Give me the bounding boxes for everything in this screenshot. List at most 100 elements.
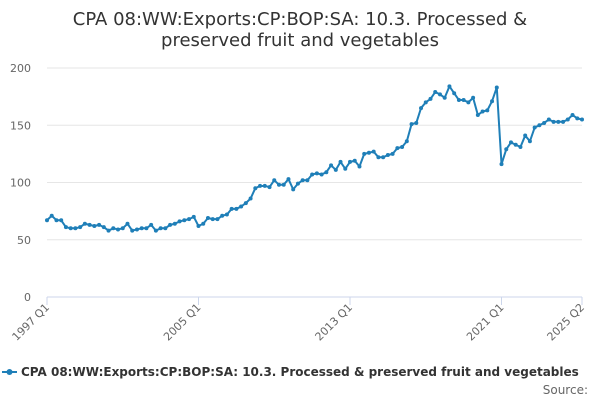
data-point[interactable] xyxy=(87,222,92,227)
data-point[interactable] xyxy=(442,95,447,100)
data-point[interactable] xyxy=(471,95,476,100)
data-point[interactable] xyxy=(239,204,244,209)
data-point[interactable] xyxy=(116,227,121,232)
data-point[interactable] xyxy=(376,155,381,160)
data-point[interactable] xyxy=(565,117,570,122)
data-point[interactable] xyxy=(352,158,357,163)
data-point[interactable] xyxy=(243,201,248,206)
data-point[interactable] xyxy=(300,178,305,183)
data-point[interactable] xyxy=(513,142,518,147)
data-point[interactable] xyxy=(210,217,215,222)
data-point[interactable] xyxy=(111,226,116,231)
data-point[interactable] xyxy=(414,120,419,125)
data-point[interactable] xyxy=(395,146,400,151)
series-line[interactable] xyxy=(46,85,583,232)
data-point[interactable] xyxy=(385,153,390,158)
data-point[interactable] xyxy=(220,213,225,218)
data-point[interactable] xyxy=(319,172,324,177)
data-point[interactable] xyxy=(409,122,414,127)
data-point[interactable] xyxy=(253,186,258,191)
data-point[interactable] xyxy=(546,117,551,122)
data-point[interactable] xyxy=(338,159,343,164)
data-point[interactable] xyxy=(196,224,201,229)
data-point[interactable] xyxy=(348,159,353,164)
data-point[interactable] xyxy=(68,226,73,231)
data-point[interactable] xyxy=(324,170,329,175)
data-point[interactable] xyxy=(182,218,187,223)
data-point[interactable] xyxy=(168,222,173,227)
data-point[interactable] xyxy=(371,149,376,154)
data-point[interactable] xyxy=(295,181,300,186)
data-point[interactable] xyxy=(130,228,135,233)
data-point[interactable] xyxy=(310,172,315,177)
data-point[interactable] xyxy=(125,221,130,226)
data-point[interactable] xyxy=(63,225,68,230)
data-point[interactable] xyxy=(499,162,504,167)
data-point[interactable] xyxy=(120,226,125,231)
data-point[interactable] xyxy=(54,218,59,223)
data-point[interactable] xyxy=(366,150,371,155)
data-point[interactable] xyxy=(400,145,405,150)
data-point[interactable] xyxy=(456,98,461,103)
data-point[interactable] xyxy=(158,226,163,231)
data-point[interactable] xyxy=(329,163,334,168)
data-point[interactable] xyxy=(163,226,168,231)
data-point[interactable] xyxy=(92,224,97,229)
data-point[interactable] xyxy=(201,221,206,226)
data-point[interactable] xyxy=(452,91,457,96)
data-point[interactable] xyxy=(82,221,87,226)
data-point[interactable] xyxy=(561,119,566,124)
data-point[interactable] xyxy=(343,166,348,171)
data-point[interactable] xyxy=(390,151,395,156)
data-point[interactable] xyxy=(570,112,575,117)
data-point[interactable] xyxy=(73,226,78,231)
data-point[interactable] xyxy=(187,217,192,222)
data-point[interactable] xyxy=(149,222,154,227)
data-point[interactable] xyxy=(49,213,54,218)
data-point[interactable] xyxy=(144,226,149,231)
data-point[interactable] xyxy=(461,98,466,103)
data-point[interactable] xyxy=(357,164,362,169)
data-point[interactable] xyxy=(215,217,220,222)
data-point[interactable] xyxy=(59,218,64,223)
data-point[interactable] xyxy=(172,221,177,226)
data-point[interactable] xyxy=(447,84,452,89)
data-point[interactable] xyxy=(333,167,338,172)
data-point[interactable] xyxy=(97,222,102,227)
data-point[interactable] xyxy=(490,99,495,104)
data-point[interactable] xyxy=(272,178,277,183)
data-point[interactable] xyxy=(229,206,234,211)
data-point[interactable] xyxy=(504,147,509,152)
data-point[interactable] xyxy=(437,92,442,97)
data-point[interactable] xyxy=(305,178,310,183)
data-point[interactable] xyxy=(134,227,139,232)
data-point[interactable] xyxy=(551,119,556,124)
data-point[interactable] xyxy=(191,214,196,219)
data-point[interactable] xyxy=(537,123,542,128)
series-line-group[interactable] xyxy=(45,84,584,233)
data-point[interactable] xyxy=(314,171,319,176)
data-point[interactable] xyxy=(480,109,485,114)
data-point[interactable] xyxy=(381,155,386,160)
data-point[interactable] xyxy=(428,96,433,101)
data-point[interactable] xyxy=(106,228,111,233)
legend-label[interactable]: CPA 08:WW:Exports:CP:BOP:SA: 10.3. Proce… xyxy=(21,365,579,379)
data-point[interactable] xyxy=(224,212,229,217)
data-point[interactable] xyxy=(101,225,106,230)
data-point[interactable] xyxy=(527,139,532,144)
data-point[interactable] xyxy=(532,125,537,130)
data-point[interactable] xyxy=(475,112,480,117)
data-point[interactable] xyxy=(575,116,580,121)
data-point[interactable] xyxy=(485,108,490,113)
legend[interactable]: CPA 08:WW:Exports:CP:BOP:SA: 10.3. Proce… xyxy=(2,365,579,379)
data-point[interactable] xyxy=(258,183,263,188)
data-point[interactable] xyxy=(423,100,428,105)
data-point[interactable] xyxy=(177,219,182,224)
data-point[interactable] xyxy=(234,206,239,211)
data-point[interactable] xyxy=(556,119,561,124)
data-point[interactable] xyxy=(508,140,513,145)
data-point[interactable] xyxy=(404,139,409,144)
data-point[interactable] xyxy=(78,225,83,230)
data-point[interactable] xyxy=(523,133,528,138)
data-point[interactable] xyxy=(580,117,584,122)
